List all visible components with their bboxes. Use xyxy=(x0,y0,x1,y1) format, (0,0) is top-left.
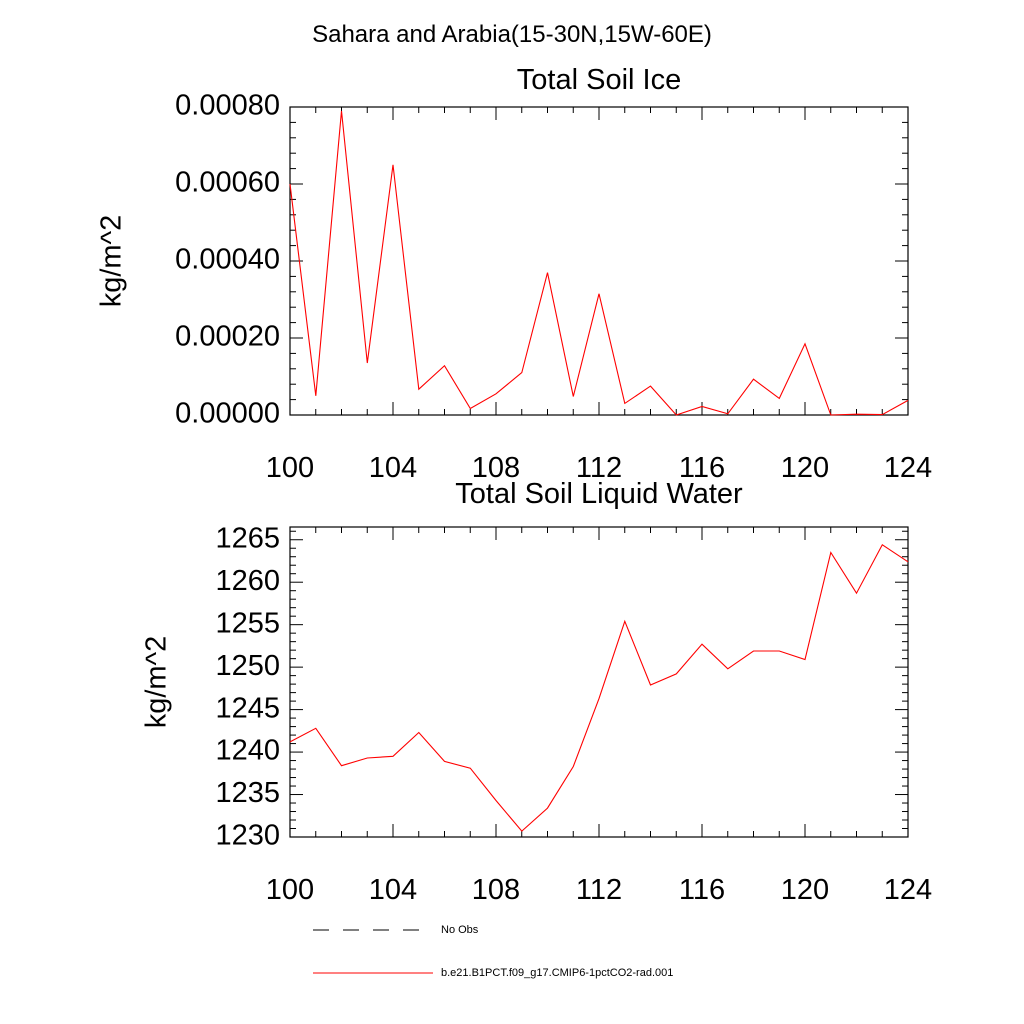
x-tick-label: 100 xyxy=(266,452,314,484)
y-tick-label: 0.00040 xyxy=(175,244,280,276)
plot-frame xyxy=(289,106,909,416)
x-tick-label: 100 xyxy=(266,874,314,906)
chart-title: Total Soil Ice xyxy=(517,64,681,96)
x-axis: 100 104 108 112 116 120 124 xyxy=(266,527,932,906)
y-tick-label: 1250 xyxy=(215,650,280,682)
y-axis-label: kg/m^2 xyxy=(141,636,173,729)
x-tick-label: 120 xyxy=(781,452,829,484)
x-tick-label: 108 xyxy=(472,874,520,906)
y-tick-label: 1265 xyxy=(215,522,280,554)
x-tick-label: 116 xyxy=(679,874,725,906)
y-tick-label: 1260 xyxy=(215,565,280,597)
chart-panel-2: Total Soil Liquid Water kg/m^2 100 104 108 11… xyxy=(141,478,933,906)
y-tick-label: 1235 xyxy=(215,777,280,809)
x-tick-label: 112 xyxy=(576,452,622,484)
y-axis: 1230 1235 1240 1245 1250 1255 1260 1265 xyxy=(215,522,908,852)
x-axis: 100 104 108 112 116 120 124 xyxy=(266,107,932,484)
y-tick-label: 0.00000 xyxy=(175,398,280,430)
series-line xyxy=(289,544,909,832)
x-tick-label: 116 xyxy=(679,452,725,484)
legend-label-1: No Obs xyxy=(441,924,479,936)
x-tick-label: 104 xyxy=(369,874,417,906)
y-tick-label: 0.00020 xyxy=(175,321,280,353)
y-tick-label: 1245 xyxy=(215,692,280,724)
chart-panel-1: Total Soil Ice kg/m^2 100 104 108 112 116 120 12… xyxy=(96,64,933,484)
plot-frame xyxy=(289,526,909,838)
x-tick-label: 120 xyxy=(781,874,829,906)
x-tick-label: 112 xyxy=(576,874,622,906)
y-tick-label: 0.00060 xyxy=(175,167,280,199)
x-tick-label: 104 xyxy=(369,452,417,484)
legend: No Obs b.e21.B1PCT.f09_g17.CMIP6-1pctCO2-… xyxy=(313,924,673,979)
y-axis-label: kg/m^2 xyxy=(96,215,128,308)
series-line xyxy=(289,110,909,416)
y-tick-label: 1230 xyxy=(215,820,280,852)
x-tick-label: 124 xyxy=(884,874,932,906)
chart-title: Total Soil Liquid Water xyxy=(455,478,743,510)
y-tick-label: 0.00080 xyxy=(175,90,280,122)
legend-label-2: b.e21.B1PCT.f09_g17.CMIP6-1pctCO2-rad.00… xyxy=(441,967,673,979)
y-tick-label: 1240 xyxy=(215,735,280,767)
x-tick-label: 108 xyxy=(472,452,520,484)
figure-title: Sahara and Arabia(15-30N,15W-60E) xyxy=(312,21,712,48)
x-tick-label: 124 xyxy=(884,452,932,484)
y-axis: 0.00000 0.00020 0.00040 0.00060 0.00080 xyxy=(175,90,908,430)
y-tick-label: 1255 xyxy=(215,607,280,639)
